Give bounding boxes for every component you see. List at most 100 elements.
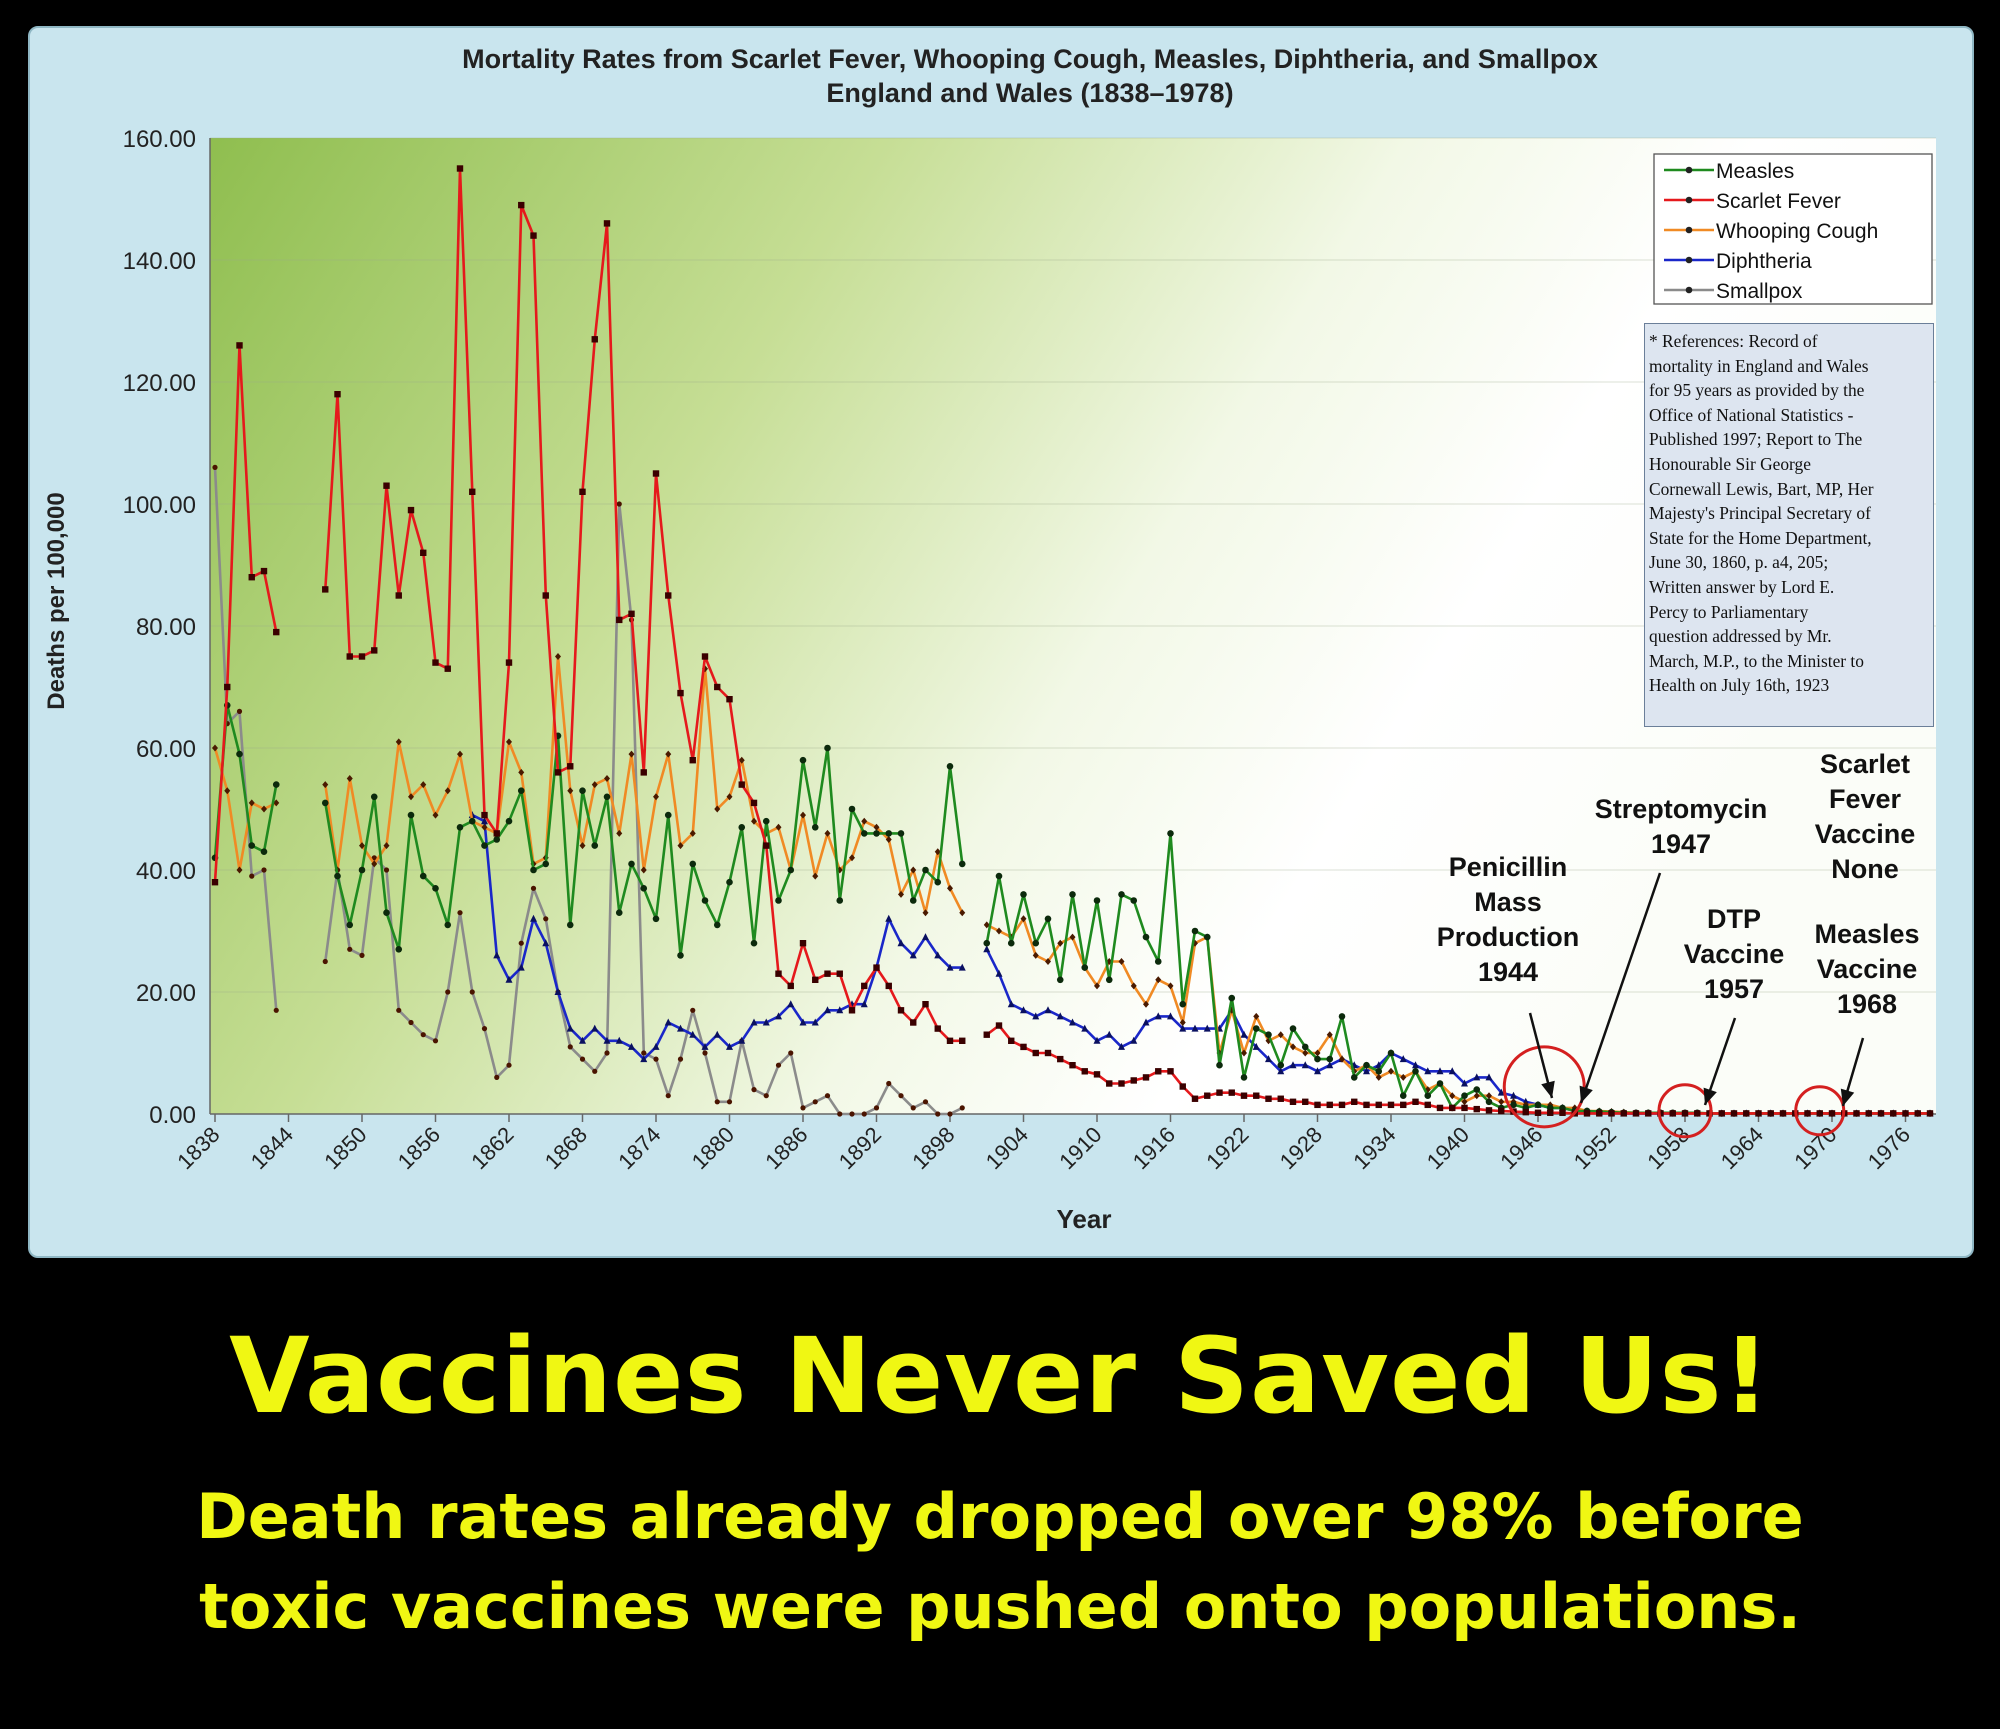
data-point [493,830,500,837]
data-point [1351,1098,1358,1105]
data-point [812,1099,818,1105]
data-point [885,830,893,837]
data-point [1779,1110,1787,1117]
reference-line: State for the Home Department, [1649,527,1872,548]
data-point [517,963,525,971]
data-point [554,988,562,995]
data-point [812,872,819,880]
data-point [469,989,475,995]
data-point [1253,1092,1260,1099]
data-point [1694,1110,1701,1117]
legend-label: Whooping Cough [1716,220,1878,243]
data-point [371,860,378,868]
data-point [983,921,990,929]
data-point [542,860,550,868]
data-point [714,1099,720,1105]
data-point [1632,1110,1640,1117]
reference-line: Cornewall Lewis, Bart, MP, Her [1649,478,1874,499]
annotation-text: Fever [1829,784,1902,814]
data-point [236,750,243,758]
annotation-measles: Measles Vaccine 1968 [1814,919,1920,1107]
data-point [1449,1104,1456,1112]
data-point [248,799,255,807]
x-tick-label: 1916 [1128,1122,1180,1174]
data-point [763,1093,769,1099]
data-point [689,829,696,837]
data-point [493,836,501,843]
x-tick-label: 1874 [613,1122,665,1174]
data-point [1326,1055,1334,1063]
data-point [628,1042,635,1050]
data-point [934,848,941,856]
data-point [848,805,856,813]
annotation-text: 1968 [1837,989,1897,1019]
x-tick-label: 1886 [760,1122,812,1174]
data-point [713,921,721,929]
annotation-text: 1957 [1704,974,1764,1004]
annotation-arrow [1579,872,1662,1104]
data-point [1290,1043,1296,1051]
data-point [481,1026,488,1032]
data-point [1804,1110,1811,1117]
legend-label: Measles [1716,160,1794,183]
data-point [701,653,709,660]
data-point [260,567,268,575]
annotation-arrowhead [1703,1087,1717,1105]
data-point [714,805,721,813]
data-point [1277,1061,1285,1069]
data-point [738,781,745,788]
data-point [408,1019,414,1026]
x-tick-label: 1880 [687,1122,739,1174]
data-point [1289,1061,1297,1069]
data-point [787,982,794,990]
data-point [334,391,341,398]
x-tick-label: 1934 [1348,1122,1400,1174]
data-point [1436,1067,1444,1075]
data-point [591,842,599,849]
data-point [1767,1110,1774,1117]
data-point [1559,1109,1566,1116]
data-point [762,817,770,825]
data-point [1645,1110,1652,1117]
data-point [249,873,255,879]
data-point [1375,1073,1382,1081]
legend: Measles Scarlet Fever Whooping Cough Diphth… [1653,153,1933,305]
legend-label: Scarlet Fever [1716,190,1841,213]
data-point [579,1056,586,1062]
data-point [983,945,991,953]
data-point [1240,1092,1248,1099]
legend-marker [1685,256,1693,264]
data-point [1326,1031,1333,1039]
data-point [738,756,745,764]
data-point [1167,1012,1174,1020]
reference-line: mortality in England and Wales [1649,355,1869,376]
data-point [628,610,635,617]
data-point [432,885,439,892]
data-point [1265,1055,1272,1063]
reference-line: Published 1997; Report to The [1649,429,1863,450]
data-point [897,1007,905,1014]
data-point [603,220,611,227]
data-point [677,952,684,959]
x-tick-label: 1850 [319,1122,371,1174]
data-point [1056,976,1064,984]
chart-title: Mortality Rates from Scarlet Fever, Whoo… [462,44,1598,74]
data-point [1461,1104,1468,1112]
data-point [566,1024,574,1032]
reference-line: Office of National Statistics - [1649,404,1854,425]
data-point [1265,1095,1272,1102]
data-point [1498,1098,1505,1106]
data-point [248,842,256,849]
data-point [420,1032,426,1038]
data-point [935,1111,941,1117]
data-point [1179,1000,1187,1008]
data-point [1277,1095,1284,1102]
data-point [530,866,537,874]
data-point [1020,1006,1027,1014]
data-point [1118,958,1125,965]
data-point [640,866,647,874]
data-point [396,1007,402,1013]
series-layer [211,165,1934,1117]
data-point [714,683,721,691]
reference-line: question addressed by Mr. [1649,626,1832,647]
